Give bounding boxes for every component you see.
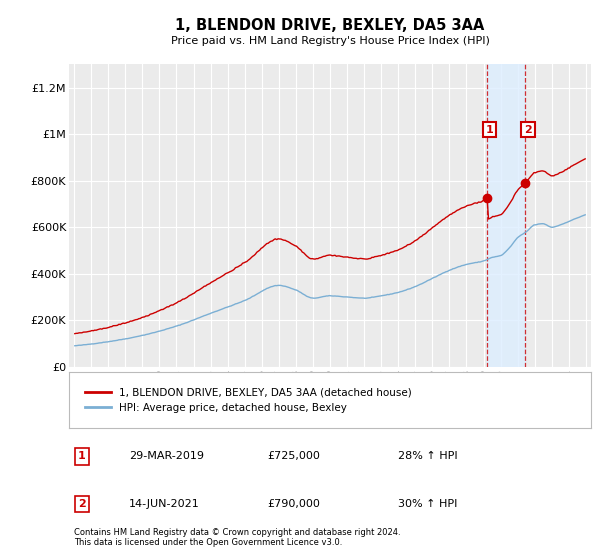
Text: Contains HM Land Registry data © Crown copyright and database right 2024.
This d: Contains HM Land Registry data © Crown c…: [74, 528, 401, 548]
Text: £790,000: £790,000: [268, 499, 320, 509]
Text: 29-MAR-2019: 29-MAR-2019: [129, 451, 204, 461]
Bar: [487, 64, 526, 367]
Text: 1: 1: [78, 451, 86, 461]
Text: 2: 2: [524, 124, 532, 134]
Legend: 1, BLENDON DRIVE, BEXLEY, DA5 3AA (detached house), HPI: Average price, detached: 1, BLENDON DRIVE, BEXLEY, DA5 3AA (detac…: [79, 382, 417, 418]
Text: 2: 2: [78, 499, 86, 509]
Text: 1, BLENDON DRIVE, BEXLEY, DA5 3AA: 1, BLENDON DRIVE, BEXLEY, DA5 3AA: [175, 18, 485, 32]
Text: £725,000: £725,000: [268, 451, 320, 461]
Text: 28% ↑ HPI: 28% ↑ HPI: [398, 451, 457, 461]
Text: 14-JUN-2021: 14-JUN-2021: [129, 499, 200, 509]
Text: 30% ↑ HPI: 30% ↑ HPI: [398, 499, 457, 509]
Text: Price paid vs. HM Land Registry's House Price Index (HPI): Price paid vs. HM Land Registry's House …: [170, 36, 490, 46]
Text: 1: 1: [486, 124, 494, 134]
